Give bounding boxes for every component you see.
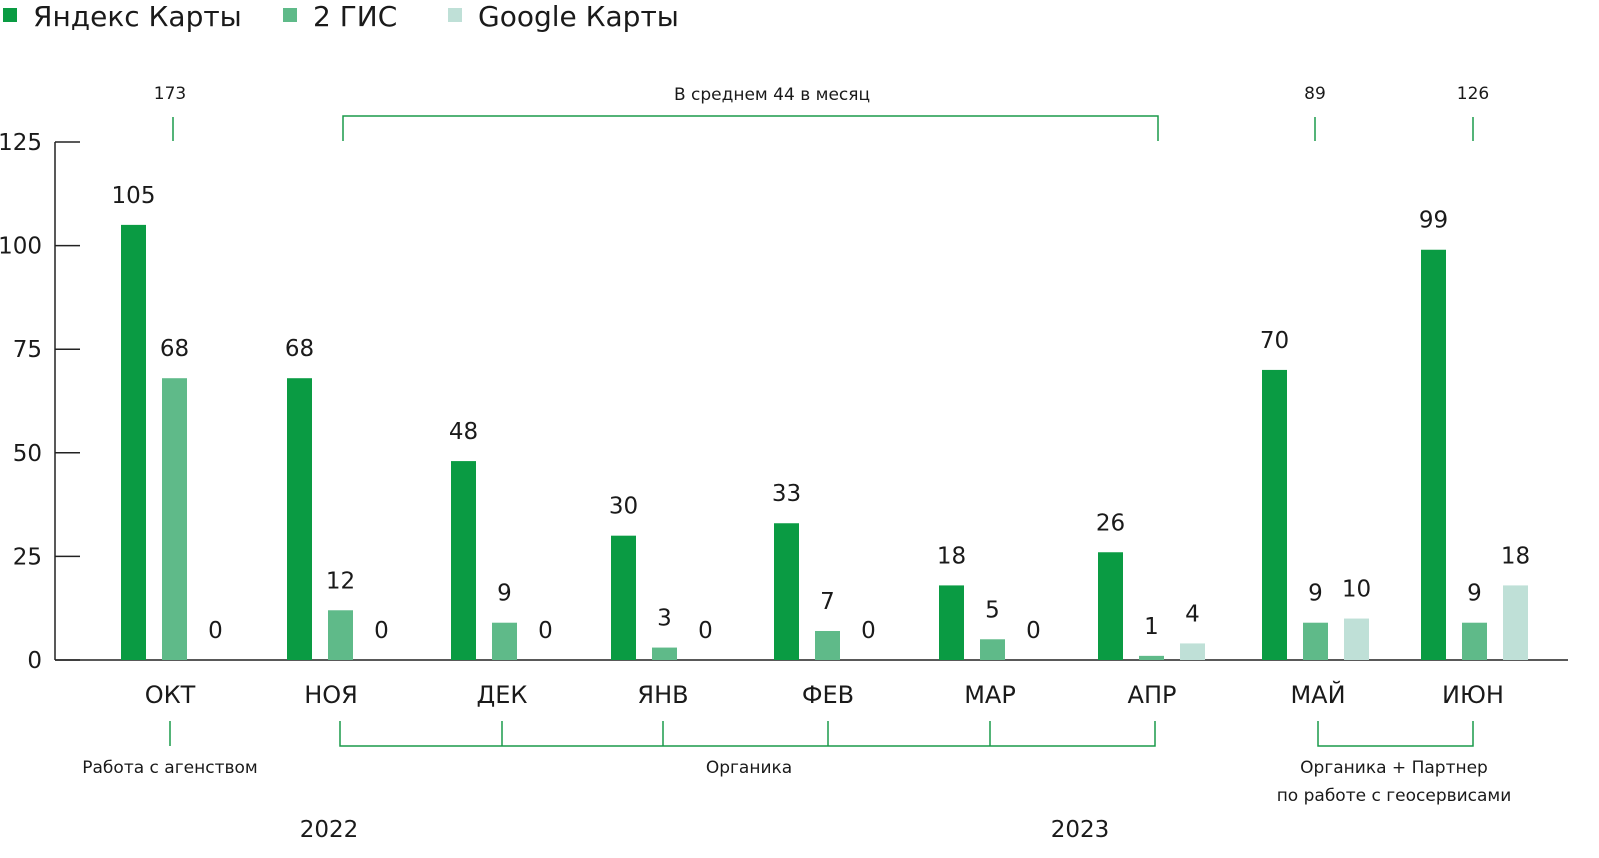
y-tick-label-2: 50	[13, 441, 42, 467]
value-label-1-4: 7	[820, 589, 835, 615]
bottom-annotation-0: Работа с агенством	[82, 758, 257, 778]
top-bracket-1	[342, 115, 1159, 141]
bar-0-1	[287, 378, 312, 660]
bar-2-7	[1344, 618, 1369, 660]
bottom-bracket-1	[339, 721, 1156, 747]
top-annotation-3: 126	[1457, 84, 1489, 104]
legend-swatch-2	[448, 8, 462, 22]
bar-1-2	[492, 622, 517, 660]
top-annotation-1: В среднем 44 в месяц	[674, 85, 870, 105]
value-label-1-3: 3	[657, 606, 672, 632]
month-label-8: ИЮН	[1442, 681, 1504, 709]
value-label-0-4: 33	[772, 481, 801, 507]
bar-0-0	[121, 224, 146, 660]
month-label-3: ЯНВ	[637, 681, 688, 709]
month-label-6: АПР	[1128, 681, 1177, 709]
bar-0-5	[939, 585, 964, 660]
bottom-annotation-2-line-0: Органика + Партнер	[1300, 758, 1488, 778]
year-label-1: 2023	[1051, 817, 1110, 843]
value-label-2-0: 0	[208, 618, 223, 644]
y-tick-label-4: 100	[0, 234, 42, 260]
value-label-2-3: 0	[698, 618, 713, 644]
bar-0-8	[1421, 249, 1446, 660]
month-label-0: ОКТ	[145, 681, 196, 709]
bar-1-6	[1139, 655, 1164, 660]
bar-0-2	[451, 461, 476, 660]
month-label-7: МАЙ	[1290, 680, 1345, 709]
value-label-2-6: 4	[1185, 601, 1200, 627]
bar-1-3	[652, 647, 677, 660]
bar-0-6	[1098, 552, 1123, 660]
legend-swatch-1	[283, 8, 297, 22]
bar-2-6	[1180, 643, 1205, 660]
value-label-1-2: 9	[497, 581, 512, 607]
value-label-1-0: 68	[160, 336, 189, 362]
value-label-0-0: 105	[112, 183, 156, 209]
value-label-0-7: 70	[1260, 328, 1289, 354]
value-label-2-1: 0	[374, 618, 389, 644]
value-label-2-5: 0	[1026, 618, 1041, 644]
month-label-2: ДЕК	[477, 681, 528, 709]
value-label-1-5: 5	[985, 597, 1000, 623]
value-label-0-5: 18	[937, 543, 966, 569]
bottom-annotation-1: Органика	[706, 758, 792, 778]
value-label-2-2: 0	[538, 618, 553, 644]
bar-1-7	[1303, 622, 1328, 660]
bar-0-4	[774, 523, 799, 660]
bar-0-7	[1262, 369, 1287, 660]
y-tick-label-1: 25	[13, 544, 42, 570]
top-annotation-2: 89	[1304, 84, 1326, 104]
bar-1-1	[328, 610, 353, 660]
value-label-2-7: 10	[1342, 577, 1371, 603]
month-label-4: ФЕВ	[802, 681, 854, 709]
top-annotation-0: 173	[154, 84, 186, 104]
legend-swatch-0	[3, 8, 17, 22]
value-label-0-6: 26	[1096, 510, 1125, 536]
value-label-0-2: 48	[449, 419, 478, 445]
bottom-annotation-2-line-1: по работе с геосервисами	[1277, 786, 1512, 806]
y-tick-label-3: 75	[13, 337, 42, 363]
value-label-1-6: 1	[1144, 614, 1159, 640]
bar-1-0	[162, 378, 187, 660]
legend-label-0: Яндекс Карты	[33, 0, 242, 33]
y-tick-label-0: 0	[27, 648, 42, 674]
value-label-2-8: 18	[1501, 543, 1530, 569]
bar-1-4	[815, 630, 840, 660]
value-label-0-3: 30	[609, 494, 638, 520]
bar-2-8	[1503, 585, 1528, 660]
legend-label-1: 2 ГИС	[313, 0, 397, 33]
month-label-5: МАР	[964, 681, 1016, 709]
value-label-1-7: 9	[1308, 581, 1323, 607]
year-label-0: 2022	[300, 817, 359, 843]
y-tick-label-5: 125	[0, 130, 42, 156]
value-label-1-8: 9	[1467, 581, 1482, 607]
bottom-bracket-2	[1317, 721, 1474, 747]
value-label-2-4: 0	[861, 618, 876, 644]
value-label-0-1: 68	[285, 336, 314, 362]
legend-label-2: Google Карты	[478, 0, 679, 33]
bar-1-5	[980, 639, 1005, 660]
bar-0-3	[611, 535, 636, 660]
value-label-1-1: 12	[326, 568, 355, 594]
bar-1-8	[1462, 622, 1487, 660]
value-label-0-8: 99	[1419, 208, 1448, 234]
month-label-1: НОЯ	[304, 681, 358, 709]
